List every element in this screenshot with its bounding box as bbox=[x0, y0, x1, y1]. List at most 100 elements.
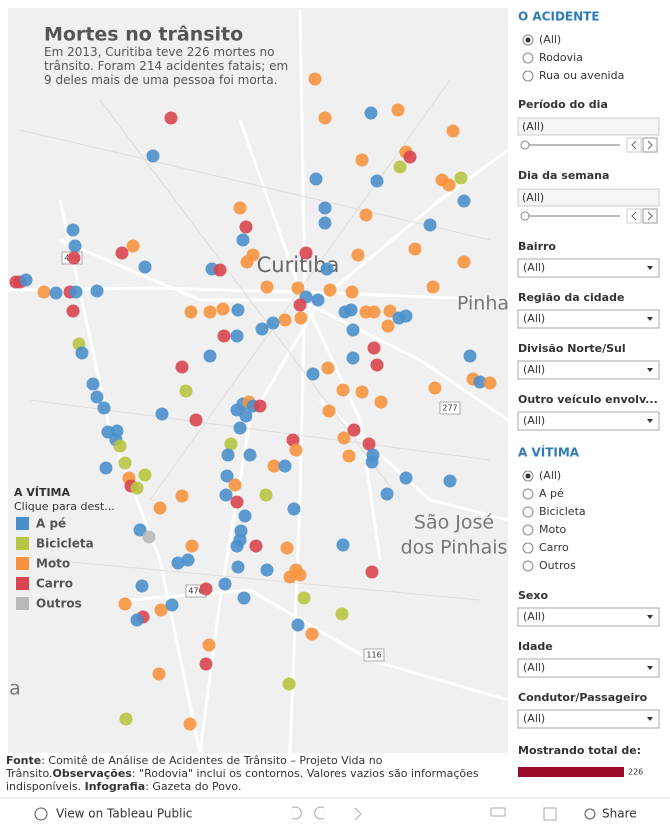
dropdown[interactable] bbox=[517, 607, 660, 627]
accident-dot bbox=[408, 242, 422, 256]
radio-button[interactable] bbox=[522, 542, 534, 554]
filter-label: A VÍTIMA bbox=[518, 445, 580, 460]
legend-label[interactable]: Outros bbox=[36, 597, 82, 611]
accident-dot bbox=[259, 488, 273, 502]
accident-dot bbox=[142, 530, 156, 544]
accident-dot bbox=[299, 246, 313, 260]
footer-text: : Comitê de Análise de Acidentes de Trân… bbox=[6, 754, 383, 780]
accident-dot bbox=[199, 657, 213, 671]
accident-dot bbox=[293, 568, 307, 582]
accident-dot bbox=[126, 239, 140, 253]
accident-dot bbox=[113, 439, 127, 453]
accident-dot bbox=[391, 103, 405, 117]
slider-knob[interactable] bbox=[520, 140, 530, 150]
filter-label: Dia da semana bbox=[518, 169, 609, 182]
filter-label: Região da cidade bbox=[518, 291, 624, 304]
dropdown[interactable] bbox=[517, 360, 660, 380]
accident-dot bbox=[287, 502, 301, 516]
slider-knob[interactable] bbox=[520, 211, 530, 221]
slider-next[interactable] bbox=[642, 208, 658, 224]
accident-dot bbox=[185, 539, 199, 553]
accident-dot bbox=[165, 598, 179, 612]
accident-dot bbox=[289, 443, 303, 457]
toolbar-icons[interactable] bbox=[291, 806, 557, 821]
accident-dot bbox=[153, 501, 167, 515]
accident-dot bbox=[66, 304, 80, 318]
dropdown[interactable] bbox=[517, 309, 660, 329]
accident-dot bbox=[221, 448, 235, 462]
map-subtitle-box: Em 2013, Curitiba teve 226 mortes no trâ… bbox=[44, 45, 288, 87]
slider-value: (All) bbox=[522, 191, 544, 204]
slider-value: (All) bbox=[522, 120, 544, 133]
accident-dot bbox=[346, 351, 360, 365]
footer-label: Observações bbox=[52, 767, 132, 780]
dropdown[interactable] bbox=[517, 411, 660, 431]
dropdown-value: (All) bbox=[523, 363, 545, 376]
accident-dot bbox=[133, 523, 147, 537]
radio-label[interactable]: Outros bbox=[539, 559, 576, 572]
view-link[interactable]: View on Tableau Public bbox=[56, 807, 192, 821]
dropdown[interactable] bbox=[517, 658, 660, 678]
slider-next[interactable] bbox=[642, 137, 658, 153]
arrow bbox=[631, 140, 653, 150]
radio-label[interactable]: (All) bbox=[539, 33, 561, 46]
radio-button[interactable] bbox=[522, 70, 534, 82]
legend-swatch bbox=[16, 577, 29, 590]
dropdown-arrow bbox=[647, 266, 653, 270]
share-icon[interactable] bbox=[584, 808, 596, 820]
radio-label[interactable]: (All) bbox=[539, 469, 561, 482]
radio-label[interactable]: Bicicleta bbox=[539, 505, 586, 518]
accident-dot bbox=[318, 111, 332, 125]
dropdown[interactable] bbox=[517, 258, 660, 278]
radio-label[interactable]: A pé bbox=[539, 487, 564, 500]
radio-label[interactable]: Rodovia bbox=[539, 51, 583, 64]
accident-dot bbox=[217, 329, 231, 343]
accident-dot bbox=[249, 539, 263, 553]
road-label: 116 bbox=[366, 651, 381, 660]
radio-button[interactable] bbox=[522, 524, 534, 536]
legend-label[interactable]: Moto bbox=[36, 557, 70, 571]
total-label: Mostrando total de: bbox=[518, 744, 641, 757]
accident-dot bbox=[362, 437, 376, 451]
accident-dot bbox=[344, 303, 358, 317]
legend-label[interactable]: Carro bbox=[36, 577, 73, 591]
accident-dot bbox=[399, 471, 413, 485]
accident-dot bbox=[457, 194, 471, 208]
place-label: a bbox=[9, 678, 21, 700]
legend-swatch bbox=[16, 537, 29, 550]
accident-dot bbox=[336, 383, 350, 397]
accident-dot bbox=[239, 409, 253, 423]
radio-label[interactable]: Moto bbox=[539, 523, 567, 536]
legend-label[interactable]: A pé bbox=[36, 517, 66, 531]
accident-dot bbox=[154, 603, 168, 617]
dropdown[interactable] bbox=[517, 709, 660, 729]
accident-dot bbox=[184, 305, 198, 319]
accident-dot bbox=[90, 390, 104, 404]
share-link[interactable]: Share bbox=[602, 807, 637, 821]
legend-title: A VÍTIMA bbox=[14, 486, 70, 499]
accident-dot bbox=[37, 285, 51, 299]
dropdown-value: (All) bbox=[523, 414, 545, 427]
radio-button[interactable] bbox=[522, 52, 534, 64]
radio-label[interactable]: Rua ou avenida bbox=[539, 69, 624, 82]
radio-button[interactable] bbox=[522, 506, 534, 518]
road-label: 476 bbox=[188, 587, 203, 596]
legend-label[interactable]: Bicicleta bbox=[36, 537, 94, 551]
radio-label[interactable]: Carro bbox=[539, 541, 569, 554]
accident-dot bbox=[365, 565, 379, 579]
slider-prev[interactable] bbox=[626, 137, 642, 153]
dropdown-value: (All) bbox=[523, 610, 545, 623]
accident-dot bbox=[67, 251, 81, 265]
accident-dot bbox=[454, 171, 468, 185]
accident-dot bbox=[68, 239, 82, 253]
accident-dot bbox=[446, 124, 460, 138]
accident-dot bbox=[308, 72, 322, 86]
accident-dot bbox=[130, 613, 144, 627]
radio-button[interactable] bbox=[522, 560, 534, 572]
accident-dot bbox=[483, 376, 497, 390]
accident-dot bbox=[233, 421, 247, 435]
accident-dot bbox=[255, 322, 269, 336]
slider-prev[interactable] bbox=[626, 208, 642, 224]
radio-button[interactable] bbox=[522, 488, 534, 500]
